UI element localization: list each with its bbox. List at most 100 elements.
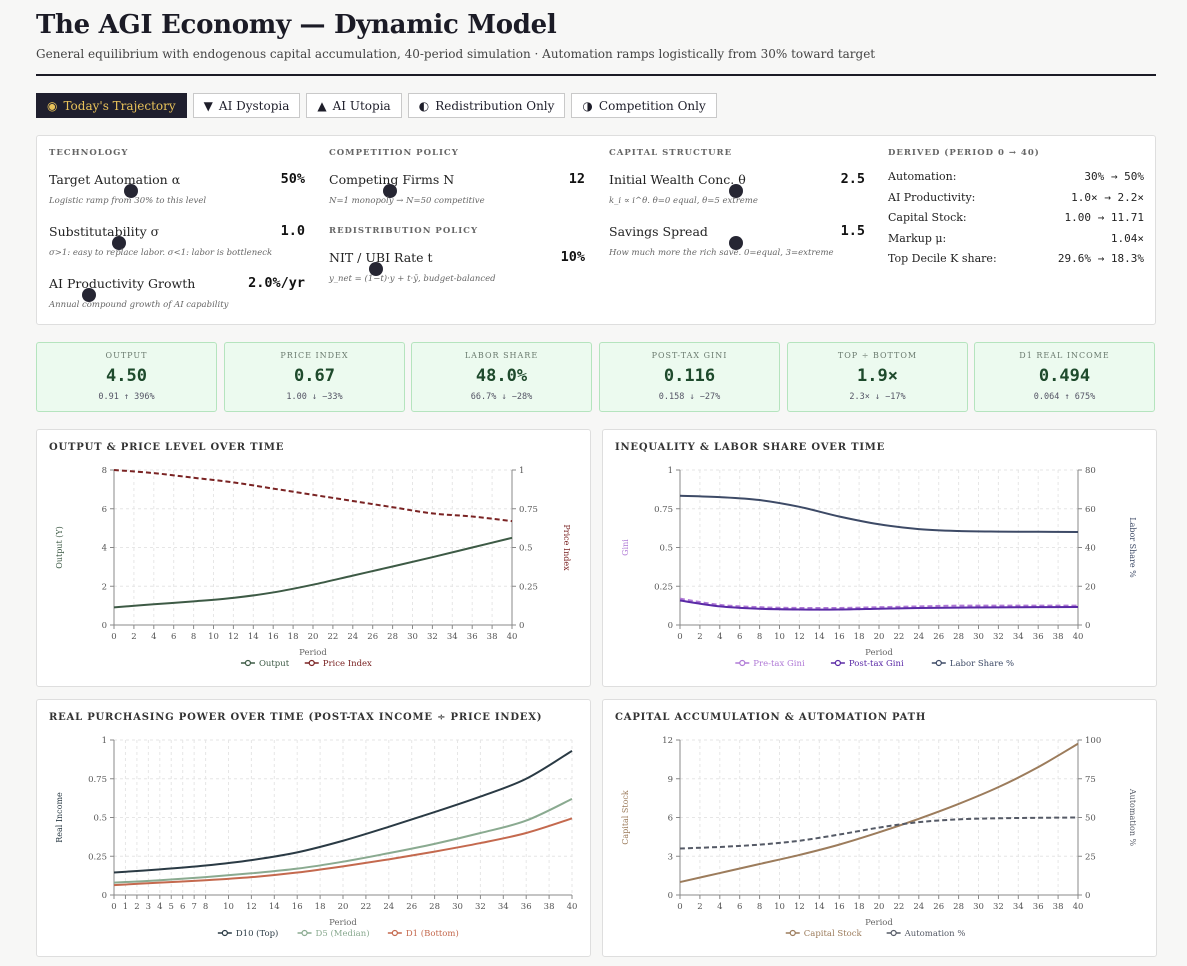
chart-title: Real Purchasing Power Over Time (Post-Ta…: [49, 712, 543, 723]
derived-capital-stock: Capital Stock: 1.00 → 11.71: [888, 211, 1144, 224]
metric-label: Labor Share: [464, 351, 539, 360]
derived-value: 1.0× → 2.2×: [1071, 191, 1144, 204]
param-value: 12: [568, 171, 585, 187]
section-title: Capital Structure: [609, 148, 733, 158]
x-tick-label: 6: [171, 632, 176, 642]
x-tick-label: 8: [757, 902, 762, 912]
slider-handle[interactable]: [383, 184, 397, 198]
derived-value: 30% → 50%: [1084, 170, 1144, 183]
x-tick-label: 30: [973, 902, 984, 912]
y2-tick-label: 0.25: [519, 582, 538, 592]
legend-marker: [890, 929, 897, 937]
param-description: y_net = (1−t)·y + t·ȳ, budget-balanced: [329, 274, 496, 284]
metric-value: 1.9×: [857, 366, 898, 386]
metric-delta: 0.91 ↑ 396%: [98, 392, 155, 402]
half-circle-right-icon: ◑: [582, 98, 593, 113]
x-axis-label: Period: [865, 918, 893, 928]
slider-handle[interactable]: [124, 184, 138, 198]
section-title: Derived (Period 0 → 40): [888, 148, 1040, 158]
x-tick-label: 10: [223, 902, 234, 912]
y2-tick-label: 0: [1085, 621, 1090, 631]
x-tick-label: 12: [794, 902, 805, 912]
x-tick-label: 0: [677, 902, 682, 912]
chart-title: Inequality & Labor Share Over Time: [615, 442, 886, 453]
x-axis-label: Period: [329, 918, 357, 928]
y2-tick-label: 25: [1085, 852, 1096, 862]
y-tick-label: 6: [668, 814, 673, 824]
triangle-down-icon: ▼: [203, 98, 213, 113]
y2-tick-label: 0: [519, 621, 524, 631]
y-axis-label: Gini: [621, 539, 630, 556]
chart-title: Output & Price Level Over Time: [49, 442, 285, 453]
y-tick-label: 1: [668, 466, 673, 476]
x-tick-label: 14: [269, 902, 280, 912]
slider-handle[interactable]: [82, 288, 96, 302]
y-tick-label: 6: [102, 505, 107, 515]
x-tick-label: 28: [953, 902, 964, 912]
x-tick-label: 32: [993, 632, 1004, 642]
derived-value: 1.04×: [1110, 232, 1144, 245]
param-description: How much more the rich save. 0=equal, 3=…: [609, 248, 834, 258]
x-tick-label: 34: [1013, 632, 1024, 642]
series-line-price-index: [113, 469, 513, 523]
scenario-label: AI Dystopia: [218, 98, 290, 113]
slider-handle[interactable]: [729, 236, 743, 250]
legend-marker: [391, 929, 398, 937]
scenario-label: Competition Only: [598, 98, 706, 113]
x-tick-label: 18: [315, 902, 326, 912]
legend-label: Output: [259, 659, 290, 669]
scenario-todays-trajectory[interactable]: ◉ Today's Trajectory: [36, 93, 187, 118]
y-tick-label: 0.25: [88, 852, 107, 862]
metric-card-post-tax-gini: Post-Tax Gini 0.116 0.158 ↓ −27%: [599, 342, 780, 412]
legend-marker: [935, 659, 942, 667]
metric-card-price-index: Price Index 0.67 1.00 ↓ −33%: [224, 342, 405, 412]
y-tick-label: 1: [102, 736, 107, 746]
legend-marker: [834, 659, 841, 667]
x-tick-label: 36: [1033, 632, 1044, 642]
scenario-ai-dystopia[interactable]: ▼ AI Dystopia: [192, 93, 301, 118]
x-tick-label: 34: [447, 632, 458, 642]
y-axis-label: Real Income: [55, 792, 64, 843]
slider-handle[interactable]: [729, 184, 743, 198]
x-tick-label: 22: [893, 902, 904, 912]
chart-title: Capital Accumulation & Automation Path: [615, 712, 927, 723]
param-label: Savings Spread: [609, 224, 708, 239]
series-line-d1-bottom-: [113, 817, 573, 887]
x-tick-label: 2: [697, 632, 702, 642]
scenario-competition-only[interactable]: ◑ Competition Only: [571, 93, 717, 118]
section-title: Redistribution Policy: [329, 226, 479, 236]
x-tick-label: 14: [814, 902, 825, 912]
x-tick-label: 38: [1053, 632, 1064, 642]
x-tick-label: 28: [953, 632, 964, 642]
slider-handle[interactable]: [112, 236, 126, 250]
x-tick-label: 10: [774, 902, 785, 912]
x-tick-label: 16: [268, 632, 279, 642]
x-tick-label: 22: [893, 632, 904, 642]
legend-label: Pre-tax Gini: [753, 659, 805, 669]
legend-label: D5 (Median): [316, 928, 370, 939]
x-tick-label: 36: [1033, 902, 1044, 912]
triangle-up-icon: ▲: [317, 98, 327, 113]
y-axis-label: Output (Y): [55, 526, 64, 568]
param-label: NIT / UBI Rate t: [329, 250, 433, 265]
x-tick-label: 8: [203, 902, 208, 912]
x-tick-label: 24: [913, 632, 924, 642]
x-tick-label: 26: [933, 902, 944, 912]
metric-card-top-bottom: Top ÷ Bottom 1.9× 2.3× ↓ −17%: [787, 342, 968, 412]
slider-handle[interactable]: [369, 262, 383, 276]
param-description: Annual compound growth of AI capability: [49, 300, 229, 310]
scenario-redistribution-only[interactable]: ◐ Redistribution Only: [407, 93, 566, 118]
x-tick-label: 2: [697, 902, 702, 912]
param-label: Competing Firms N: [329, 172, 455, 187]
derived-value: 29.6% → 18.3%: [1057, 252, 1144, 265]
x-tick-label: 14: [248, 632, 259, 642]
y-tick-label: 0: [102, 621, 107, 631]
y-tick-label: 9: [668, 775, 673, 785]
x-tick-label: 12: [228, 632, 239, 642]
scenario-ai-utopia[interactable]: ▲ AI Utopia: [306, 93, 402, 118]
legend-label: Labor Share %: [950, 659, 1014, 669]
y2-tick-label: 60: [1085, 505, 1096, 515]
param-value: 2.0%/yr: [248, 275, 305, 291]
series-line-post-tax-gini: [679, 599, 1079, 611]
chart-svg: 0 1 2 3 4 5 6 7 8 10 12 14 16 18 20 22 24 26 28 30 32 34 36 38 4…: [55, 736, 577, 939]
